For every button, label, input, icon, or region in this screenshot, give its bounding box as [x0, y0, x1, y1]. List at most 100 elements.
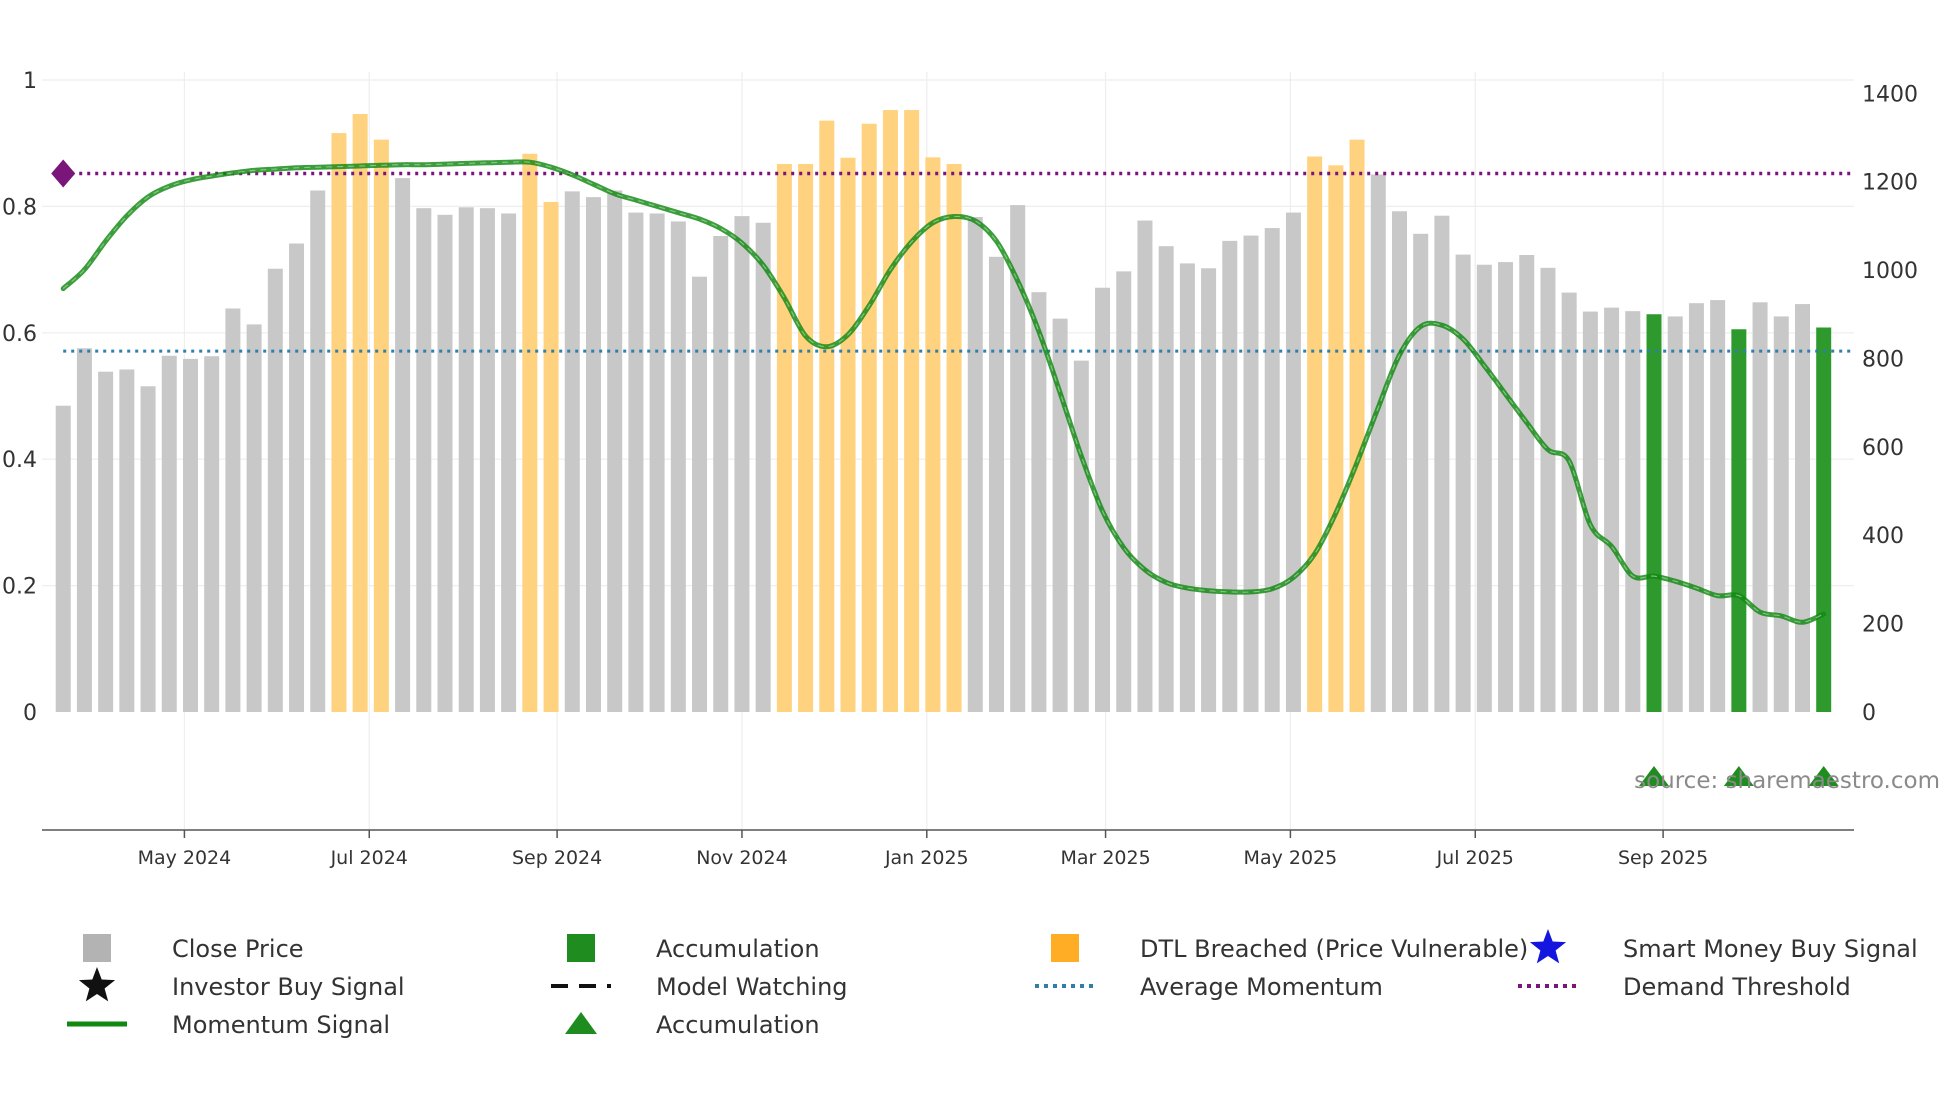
- reference-lines: [63, 171, 1852, 353]
- close-price-bar: [76, 348, 92, 712]
- dtl-breached-bar: [776, 163, 792, 712]
- right-tick-label: 1200: [1862, 171, 1918, 196]
- close-price-bar: [628, 212, 644, 713]
- legend-label: Accumulation: [656, 935, 820, 963]
- source-label: source: sharemaestro.com: [1634, 768, 1940, 794]
- legend-square-icon: [1051, 934, 1079, 962]
- close-price-bar: [225, 308, 241, 712]
- close-price-bar: [98, 371, 114, 712]
- left-tick-label: 1: [23, 69, 37, 94]
- close-price-bar: [246, 324, 262, 712]
- dtl-breached-bar: [904, 110, 920, 712]
- legend: Close Price Accumulation DTL Breached (Pri…: [67, 929, 1918, 1039]
- close-price-bar: [649, 213, 665, 713]
- right-tick-label: 400: [1862, 524, 1904, 549]
- momentum-series: [60, 159, 1827, 625]
- x-tick-label: Jan 2025: [884, 847, 969, 869]
- close-price-bar: [1073, 360, 1089, 712]
- legend-label: Investor Buy Signal: [172, 973, 405, 1001]
- accumulation-bar: [1731, 329, 1747, 712]
- dtl-breached-bar: [882, 110, 898, 712]
- close-price-bar: [692, 276, 708, 712]
- legend-triangle-icon: [565, 1012, 597, 1034]
- close-price-bar: [713, 236, 729, 713]
- close-price-bar: [1116, 271, 1132, 712]
- left-tick-label: 0.2: [2, 575, 37, 600]
- close-price-bar: [585, 197, 601, 712]
- close-price-bar: [1391, 211, 1407, 712]
- close-price-bar: [1052, 318, 1068, 712]
- close-price-bar: [1158, 246, 1174, 713]
- close-price-bar: [1222, 240, 1238, 712]
- legend-item: Average Momentum: [1035, 973, 1383, 1001]
- close-price-bar: [1243, 235, 1259, 713]
- x-tick-label: May 2025: [1244, 847, 1338, 869]
- close-price-bar: [1561, 292, 1577, 712]
- x-tick-label: Sep 2025: [1618, 847, 1708, 869]
- legend-item: Accumulation: [567, 934, 820, 963]
- legend-item: Model Watching: [551, 973, 848, 1001]
- close-price-bar: [1752, 302, 1768, 712]
- dtl-breached-bar: [798, 163, 814, 712]
- close-price-bar: [1794, 304, 1810, 712]
- legend-square-icon: [83, 934, 111, 962]
- x-tick-label: Nov 2024: [696, 847, 787, 869]
- close-price-bar: [1137, 220, 1153, 712]
- markers: [51, 159, 1839, 786]
- dtl-breached-bar: [522, 153, 538, 712]
- close-price-bar: [1476, 264, 1492, 712]
- close-price-bar: [1498, 262, 1514, 712]
- right-tick-label: 1000: [1862, 259, 1918, 284]
- price-bars: [55, 110, 1832, 713]
- close-price-bar: [1540, 267, 1556, 712]
- legend-label: Smart Money Buy Signal: [1623, 935, 1918, 963]
- close-price-bar: [1667, 316, 1683, 712]
- dtl-breached-bar: [840, 157, 856, 713]
- close-price-bar: [1582, 311, 1598, 712]
- close-price-bar: [1264, 228, 1280, 712]
- dtl-breached-bar: [1328, 165, 1344, 712]
- close-price-bar: [564, 191, 580, 713]
- close-price-bar: [1010, 205, 1026, 712]
- close-price-bar: [1201, 268, 1217, 712]
- right-tick-label: 800: [1862, 347, 1904, 372]
- close-price-bar: [1625, 311, 1641, 712]
- close-price-bar: [1773, 316, 1789, 712]
- legend-square-icon: [567, 934, 595, 962]
- x-tick-label: May 2024: [138, 847, 232, 869]
- close-price-bar: [204, 356, 220, 712]
- dtl-breached-bar: [331, 133, 347, 712]
- close-price-bar: [1519, 255, 1535, 712]
- close-price-bar: [755, 222, 771, 712]
- close-price-bar: [670, 221, 686, 712]
- legend-item: Close Price: [83, 934, 304, 963]
- legend-label: Average Momentum: [1140, 973, 1383, 1001]
- close-price-bar: [607, 190, 623, 713]
- close-price-bar: [1031, 292, 1047, 712]
- close-price-bar: [416, 208, 432, 712]
- accumulation-bar: [1816, 327, 1832, 712]
- momentum-highlight: [62, 161, 1824, 623]
- left-tick-label: 0.6: [2, 322, 37, 347]
- close-price-bar: [1434, 215, 1450, 712]
- start-marker-diamond: [51, 159, 76, 188]
- close-price-bar: [1285, 212, 1301, 713]
- right-tick-label: 0: [1862, 701, 1876, 726]
- legend-item: Investor Buy Signal: [78, 967, 405, 1002]
- x-tick-label: Jul 2025: [1436, 847, 1514, 869]
- close-price-bar: [310, 190, 326, 713]
- dtl-breached-bar: [861, 123, 877, 712]
- close-price-bar: [437, 214, 453, 713]
- close-price-bar: [267, 268, 283, 712]
- close-price-bar: [967, 217, 983, 712]
- x-tick-label: Mar 2025: [1060, 847, 1150, 869]
- legend-item: Smart Money Buy Signal: [1529, 929, 1918, 964]
- close-price-bar: [1413, 233, 1429, 712]
- legend-label: DTL Breached (Price Vulnerable): [1140, 935, 1528, 963]
- close-price-bar: [119, 369, 135, 712]
- left-tick-label: 0.4: [2, 448, 37, 473]
- close-price-bar: [501, 213, 517, 713]
- close-price-bar: [1095, 287, 1111, 712]
- close-price-bar: [479, 208, 495, 712]
